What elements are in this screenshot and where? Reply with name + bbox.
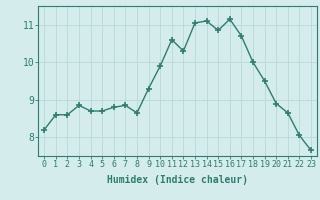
- X-axis label: Humidex (Indice chaleur): Humidex (Indice chaleur): [107, 175, 248, 185]
